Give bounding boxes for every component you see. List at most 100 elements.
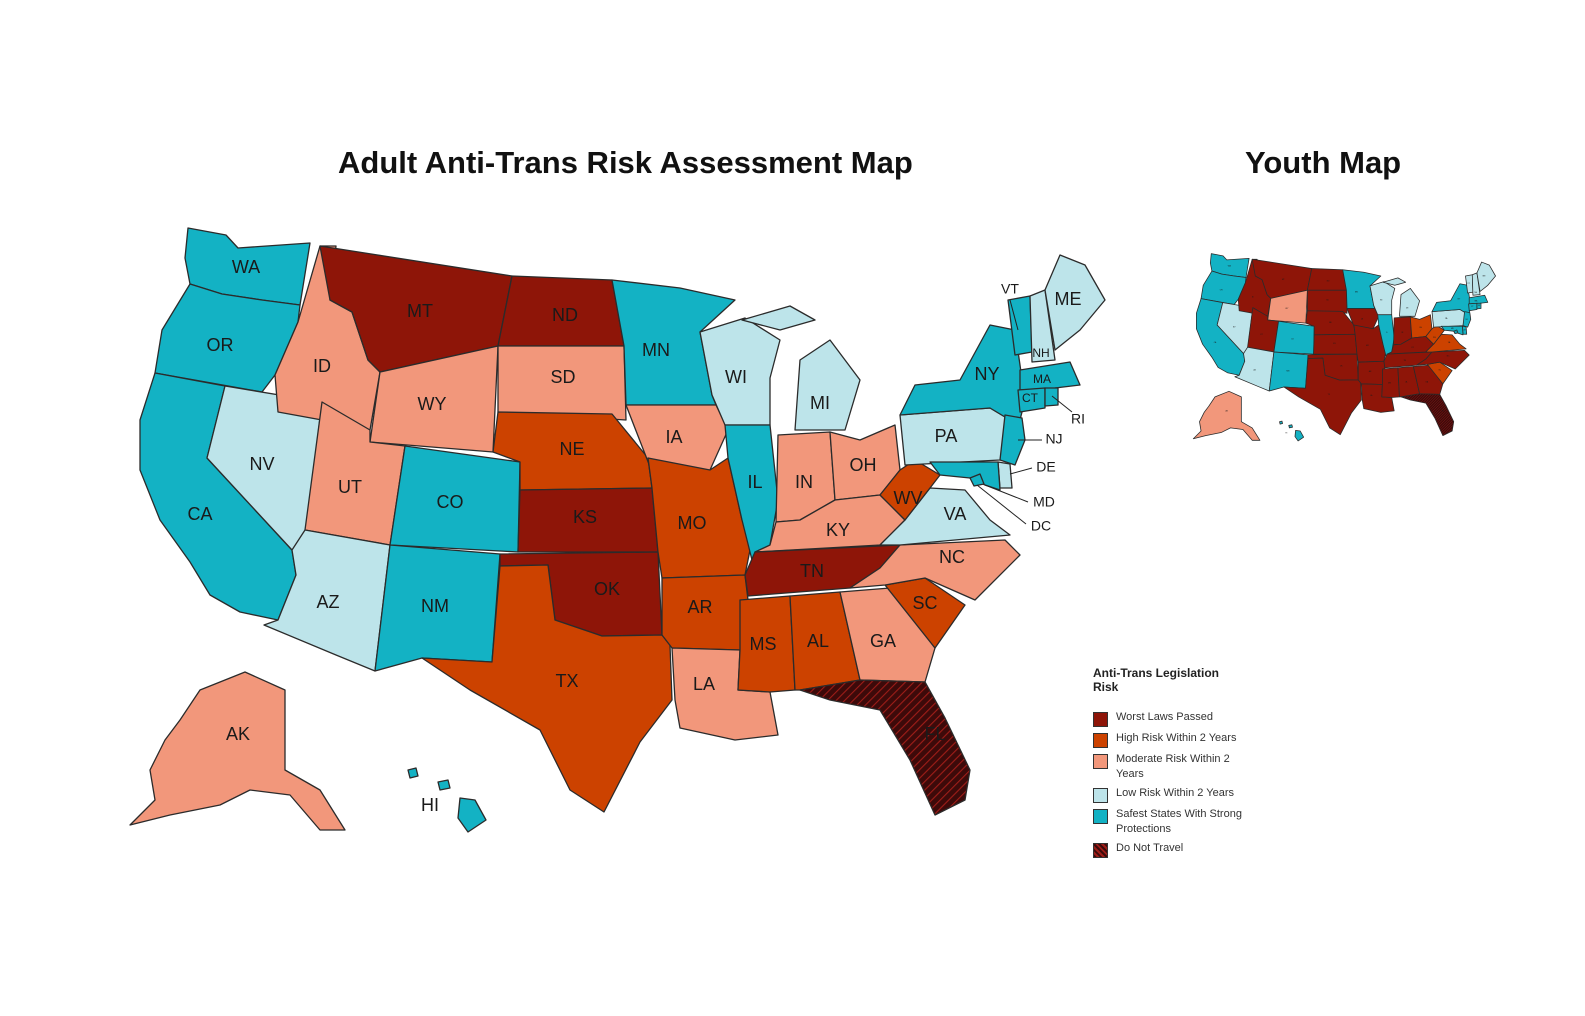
- youth-state-label-ar: AR: [1369, 370, 1372, 373]
- youth-state-mi: [1382, 277, 1420, 317]
- legend-swatch-low: [1093, 788, 1108, 803]
- legend-label-safest: Safest States With Strong Protections: [1116, 808, 1242, 835]
- leader-line-vt: [1009, 299, 1019, 331]
- state-ga: [839, 587, 936, 683]
- legend-item-donottravel: Do Not Travel: [1093, 841, 1243, 858]
- youth-state-label-nv: NV: [1233, 327, 1236, 329]
- state-label-ga: GA: [870, 631, 896, 651]
- state-label-nv: NV: [249, 454, 274, 474]
- state-label-or: OR: [207, 335, 234, 355]
- state-label-va: VA: [944, 504, 967, 524]
- youth-state-ga: [1413, 364, 1444, 395]
- legend-item-safest: Safest States With Strong Protections: [1093, 807, 1243, 837]
- youth-state-label-wa: WA: [1228, 265, 1232, 268]
- youth-state-label-ok: OK: [1340, 365, 1343, 367]
- state-label-ma: MA: [1033, 372, 1051, 386]
- youth-state-ak: [1192, 390, 1261, 441]
- youth-state-label-dc: DC: [1455, 331, 1458, 333]
- youth-state-label-ga: GA: [1425, 381, 1428, 384]
- youth-state-label-vt: VT: [1467, 283, 1470, 285]
- state-ny: [899, 324, 1026, 421]
- youth-state-dc: [1453, 329, 1459, 335]
- leader-line-dc: [976, 484, 1027, 525]
- youth-state-ar: [1357, 360, 1386, 385]
- state-label-ia: IA: [665, 427, 682, 447]
- state-label-mt: MT: [407, 301, 433, 321]
- state-label-la: LA: [693, 674, 715, 694]
- state-label-pa: PA: [935, 426, 958, 446]
- state-label-mi: MI: [810, 393, 830, 413]
- state-label-id: ID: [313, 356, 331, 376]
- youth-state-fl: [1400, 393, 1455, 437]
- youth-state-label-ne: NE: [1329, 322, 1332, 324]
- state-label-md: MD: [1033, 494, 1055, 510]
- youth-state-label-tx: TX: [1328, 394, 1331, 396]
- youth-state-label-mo: MO: [1366, 345, 1370, 347]
- youth-state-label-tn: TN: [1403, 360, 1406, 362]
- state-label-nc: NC: [939, 547, 965, 567]
- state-label-sd: SD: [550, 367, 575, 387]
- youth-state-ny: [1431, 283, 1472, 314]
- youth-state-label-mt: MT: [1282, 279, 1286, 281]
- state-hi: [407, 767, 487, 833]
- state-dc: [969, 473, 985, 487]
- state-label-ct: CT: [1022, 391, 1039, 405]
- youth-state-label-pa: PA: [1445, 317, 1448, 320]
- leader-line-md: [984, 484, 1029, 503]
- youth-state-label-me: ME: [1483, 275, 1487, 277]
- youth-state-label-wy: WY: [1285, 308, 1289, 310]
- state-label-ky: KY: [826, 520, 850, 540]
- state-ct: [1017, 387, 1046, 413]
- legend-title: Anti-Trans Legislation Risk: [1093, 666, 1220, 694]
- state-nh: [1029, 289, 1056, 363]
- youth-state-label-mn: MN: [1355, 291, 1359, 293]
- state-label-mo: MO: [678, 513, 707, 533]
- youth-state-co: [1273, 320, 1315, 355]
- youth-state-label-ca: CA: [1214, 341, 1217, 344]
- state-label-ri: RI: [1071, 411, 1085, 427]
- youth-state-ma: [1468, 294, 1489, 305]
- state-label-mn: MN: [642, 340, 670, 360]
- legend-label-high: High Risk Within 2 Years: [1116, 732, 1237, 744]
- youth-state-label-hi: HI: [1285, 432, 1287, 434]
- youth-state-ri: [1476, 302, 1482, 310]
- youth-state-pa: [1431, 309, 1467, 328]
- youth-state-label-ma: MA: [1475, 299, 1479, 302]
- youth-state-label-al: AL: [1405, 381, 1407, 384]
- legend-label-worst: Worst Laws Passed: [1116, 711, 1214, 723]
- state-label-ne: NE: [559, 439, 584, 459]
- legend-label-donottravel: Do Not Travel: [1116, 842, 1184, 854]
- youth-state-label-co: CO: [1291, 338, 1294, 340]
- youth-state-label-fl: FL: [1442, 410, 1444, 412]
- legend-label-moderate: Moderate Risk Within 2 Years: [1116, 753, 1230, 780]
- youth-state-label-sd: SD: [1326, 300, 1329, 302]
- youth-state-label-id: ID: [1252, 296, 1255, 298]
- state-label-az: AZ: [316, 592, 339, 612]
- youth-state-nd: [1306, 268, 1347, 291]
- state-label-oh: OH: [850, 455, 877, 475]
- youth-state-label-nh: NH: [1474, 292, 1477, 294]
- adult-map: WA OR CA NV ID MT WY UT AZ CO NM ND SD NE KS OK TX MN IA MO…: [129, 227, 1106, 833]
- state-nj: [999, 414, 1026, 466]
- youth-state-hi: [1279, 420, 1305, 442]
- youth-state-ct: [1468, 302, 1478, 312]
- legend-swatch-safest: [1093, 809, 1108, 824]
- state-label-ms: MS: [750, 634, 777, 654]
- state-ia: [625, 404, 729, 473]
- state-ma: [1019, 361, 1081, 391]
- youth-state-tx: [1283, 357, 1362, 436]
- state-label-nm: NM: [421, 596, 449, 616]
- youth-state-nj: [1462, 311, 1472, 328]
- youth-state-label-ks: KS: [1333, 343, 1336, 345]
- state-label-ut: UT: [338, 477, 362, 497]
- youth-state-label-ia: IA: [1361, 317, 1364, 320]
- state-label-nh: NH: [1032, 346, 1049, 360]
- youth-state-label-wv: WV: [1433, 337, 1437, 339]
- leader-line-ri: [1051, 395, 1073, 413]
- state-me: [1044, 254, 1106, 351]
- state-label-de: DE: [1036, 459, 1055, 475]
- legend-swatch-donottravel: [1093, 843, 1108, 858]
- youth-state-label-ri: RI: [1478, 305, 1480, 307]
- youth-state-label-la: LA: [1370, 394, 1373, 397]
